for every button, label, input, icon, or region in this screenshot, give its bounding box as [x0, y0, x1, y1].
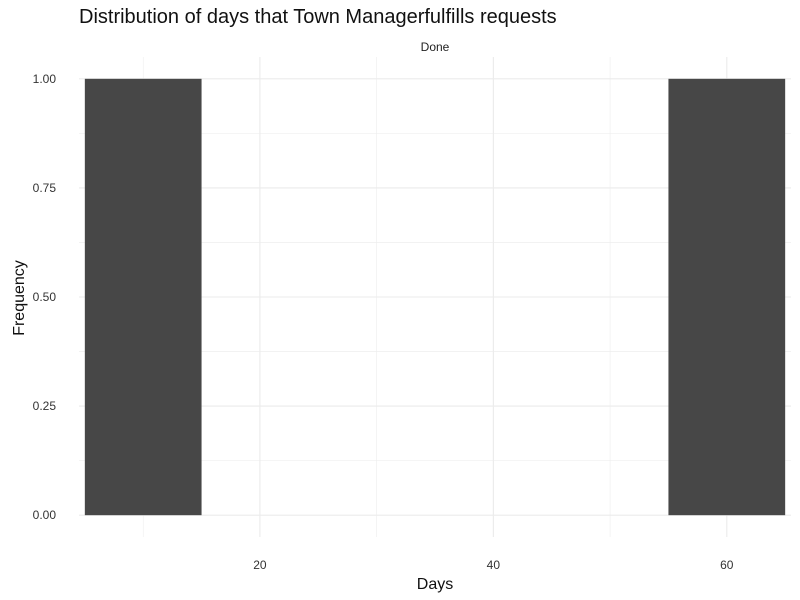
y-tick-label: 1.00 — [33, 72, 57, 86]
bars — [84, 78, 786, 516]
histogram-bar — [84, 78, 202, 516]
y-tick-label: 0.25 — [33, 399, 57, 413]
x-tick-label: 60 — [720, 558, 734, 572]
facet-strip-label: Done — [421, 40, 450, 54]
x-tick-label: 20 — [253, 558, 267, 572]
tick-labels: 20 40 60 0.00 0.25 0.50 0.75 1.00 — [33, 72, 734, 572]
y-tick-label: 0.00 — [33, 508, 57, 522]
x-tick-label: 40 — [487, 558, 501, 572]
chart-title: Distribution of days that Town Managerfu… — [79, 6, 557, 28]
y-tick-label: 0.75 — [33, 181, 57, 195]
y-axis-title: Frequency — [11, 260, 28, 336]
histogram-bar — [668, 78, 786, 516]
x-axis-title: Days — [417, 576, 453, 593]
y-tick-label: 0.50 — [33, 290, 57, 304]
